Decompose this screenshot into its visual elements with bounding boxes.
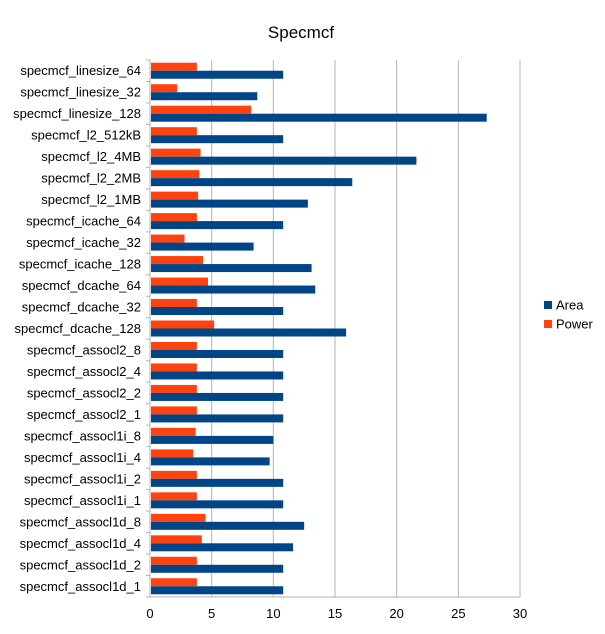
y-tick-label: specmcf_l2_1MB (41, 192, 141, 207)
bars (151, 62, 487, 595)
bar-area (151, 285, 316, 294)
bar-area (151, 199, 308, 208)
bar-area (151, 414, 284, 423)
bar-power (151, 234, 185, 243)
y-tick-label: specmcf_l2_512kB (31, 128, 141, 143)
bar-area (151, 178, 353, 187)
y-tick-label: specmcf_dcache_64 (22, 278, 141, 293)
y-tick-label: specmcf_assocl1i_4 (24, 450, 141, 465)
bar-area (151, 435, 274, 444)
legend-label-power: Power (556, 317, 594, 332)
y-tick-label: specmcf_assocl2_8 (27, 342, 141, 357)
bar-area (151, 92, 258, 101)
legend-label-area: Area (556, 298, 584, 313)
bar-power (151, 513, 206, 522)
bar-power (151, 62, 197, 71)
x-tick-label: 20 (389, 606, 403, 621)
y-tick-label: specmcf_l2_4MB (41, 149, 141, 164)
bar-power (151, 341, 197, 350)
bar-area (151, 328, 347, 337)
bar-power (151, 105, 252, 114)
bar-power (151, 492, 197, 501)
x-tick-label: 25 (451, 606, 465, 621)
bar-power (151, 213, 197, 222)
bar-power (151, 170, 200, 179)
chart-title: Specmcf (268, 23, 334, 42)
bar-area (151, 392, 284, 401)
bar-area (151, 521, 305, 530)
bar-area (151, 349, 284, 358)
y-tick-labels: specmcf_linesize_64 specmcf_linesize_32sp… (13, 63, 141, 594)
bar-area (151, 500, 284, 509)
bar-power (151, 470, 197, 479)
y-tick-label: specmcf_assocl1i_2 (24, 471, 141, 486)
y-tick-label: specmcf_assocl1i_8 (24, 428, 141, 443)
y-tick-label: specmcf_assocl2_4 (27, 364, 141, 379)
x-tick-labels: 0 5 10 15 20 25 30 (146, 606, 527, 621)
x-tick-label: 30 (513, 606, 527, 621)
y-tick-label: specmcf_assocl1i_1 (24, 493, 141, 508)
bar-area (151, 564, 284, 573)
y-tick-label: specmcf_assocl2_1 (27, 407, 141, 422)
bar-power (151, 299, 197, 308)
bar-power (151, 406, 197, 415)
bar-power (151, 320, 215, 329)
bar-area (151, 307, 284, 316)
y-tick-label: specmcf_assocl1d_4 (20, 536, 141, 551)
bar-area (151, 264, 312, 273)
y-tick-label: specmcf_assocl1d_2 (20, 557, 141, 572)
bar-area (151, 70, 284, 79)
bar-area (151, 543, 294, 552)
legend-swatch-area (544, 301, 552, 309)
bar-area (151, 371, 284, 380)
bar-power (151, 578, 197, 587)
axes (146, 59, 520, 598)
bar-area (151, 457, 270, 466)
bar-area (151, 113, 487, 122)
y-tick-label: specmcf_assocl2_2 (27, 385, 141, 400)
legend-swatch-power (544, 320, 552, 328)
bar-power (151, 148, 201, 157)
bar-area (151, 242, 254, 251)
bar-power (151, 384, 197, 393)
bar-area (151, 156, 417, 165)
bar-area (151, 135, 284, 144)
bar-power (151, 556, 197, 565)
bar-power (151, 191, 199, 200)
bar-power (151, 256, 204, 265)
x-tick-label: 10 (266, 606, 280, 621)
bar-power (151, 127, 197, 136)
y-tick-label: specmcf_assocl1d_8 (20, 514, 141, 529)
x-tick-label: 15 (328, 606, 342, 621)
y-tick-label: specmcf_l2_2MB (41, 171, 141, 186)
bar-area (151, 586, 284, 595)
bar-power (151, 277, 208, 286)
bar-power (151, 427, 196, 436)
bar-power (151, 84, 178, 93)
x-tick-label: 0 (146, 606, 153, 621)
y-tick-label: specmcf_icache_32 (26, 235, 141, 250)
bar-power (151, 535, 202, 544)
bar-area (151, 478, 284, 487)
y-tick-label: specmcf_assocl1d_1 (20, 579, 141, 594)
x-tick-label: 5 (208, 606, 215, 621)
y-tick-label: specmcf_icache_64 (26, 214, 141, 229)
y-tick-label: specmcf_linesize_32 (20, 85, 141, 100)
y-tick-label: specmcf_linesize_128 (13, 106, 141, 121)
bar-power (151, 449, 194, 458)
y-tick-label: specmcf_dcache_128 (15, 321, 141, 336)
y-tick-label: specmcf_linesize_64 (20, 63, 141, 78)
bar-area (151, 221, 284, 230)
y-tick-label: specmcf_dcache_32 (22, 300, 141, 315)
y-tick-label: specmcf_icache_128 (19, 257, 141, 272)
bar-power (151, 363, 197, 372)
legend: Area Power (544, 298, 594, 332)
